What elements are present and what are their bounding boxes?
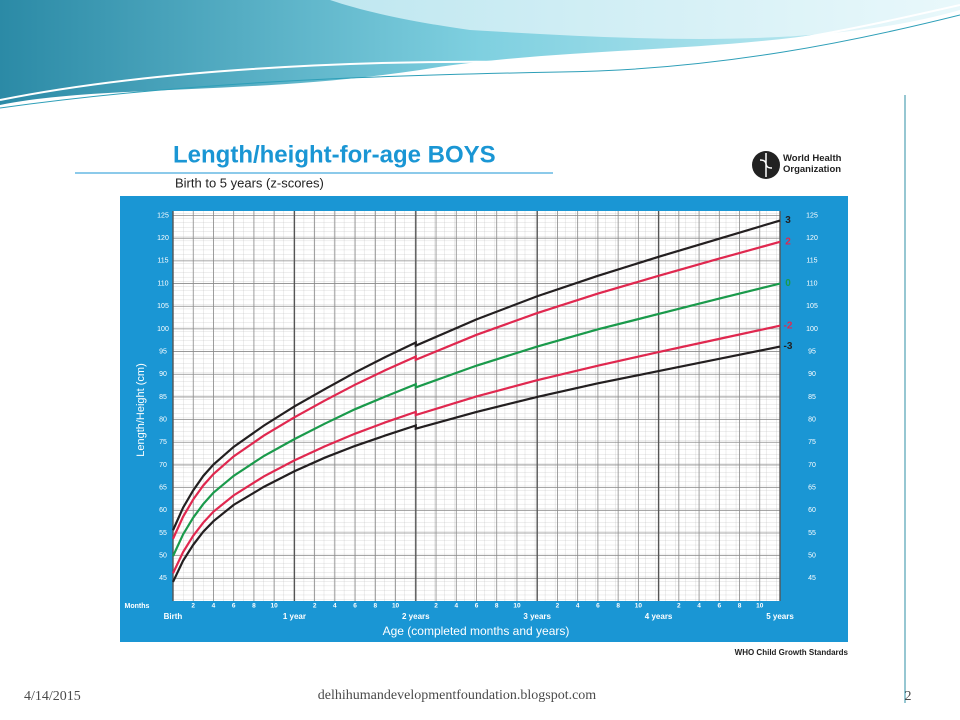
- y-axis-label: Length/Height (cm): [135, 363, 147, 457]
- footer-site: delhihumandevelopmentfoundation.blogspot…: [318, 688, 597, 703]
- y-tick-label: 60: [159, 507, 167, 514]
- y-tick-label: 65: [159, 484, 167, 491]
- y-tick-label-right: 70: [808, 462, 816, 469]
- source-note: WHO Child Growth Standards: [735, 648, 849, 657]
- x-unit-label: Months: [125, 603, 150, 610]
- x-month-label: 4: [697, 603, 701, 610]
- x-year-label: 1 year: [283, 612, 306, 621]
- y-tick-label: 50: [159, 552, 167, 559]
- x-month-label: 6: [596, 603, 600, 610]
- line-label: -2: [784, 320, 793, 331]
- y-tick-label-right: 105: [806, 303, 818, 310]
- y-tick-label: 110: [157, 280, 168, 287]
- y-tick-label-right: 85: [808, 394, 816, 401]
- y-tick-label: 55: [159, 530, 167, 537]
- x-month-label: 2: [191, 603, 195, 610]
- logo-text: World Health Organization: [783, 153, 842, 175]
- header-wave: [330, 0, 960, 39]
- x-month-label: 10: [271, 603, 279, 610]
- y-tick-label-right: 65: [808, 484, 816, 491]
- y-tick-label: 95: [159, 348, 167, 355]
- x-month-label: 8: [738, 603, 742, 610]
- y-tick-label-right: 80: [808, 416, 816, 423]
- y-tick-label-right: 55: [808, 530, 816, 537]
- y-tick-label: 120: [157, 235, 169, 242]
- x-month-label: 2: [677, 603, 681, 610]
- y-tick-label-right: 75: [808, 439, 816, 446]
- logo-staff: [759, 153, 773, 177]
- x-year-label: 3 years: [523, 612, 551, 621]
- y-tick-label: 45: [159, 575, 167, 582]
- y-tick-label: 105: [157, 303, 169, 310]
- y-tick-label-right: 95: [808, 348, 816, 355]
- x-month-label: 2: [556, 603, 560, 610]
- y-tick-label-right: 100: [806, 326, 818, 333]
- x-month-label: 6: [717, 603, 721, 610]
- y-tick-label: 100: [157, 326, 169, 333]
- y-tick-label: 85: [159, 394, 167, 401]
- y-tick-label-right: 50: [808, 552, 816, 559]
- x-month-label: 4: [576, 603, 580, 610]
- x-month-label: 10: [635, 603, 643, 610]
- z-score-line: [172, 324, 781, 574]
- logo-box: World Health Organization: [783, 153, 842, 175]
- x-month-label: 2: [434, 603, 438, 610]
- footer-page: 2: [905, 689, 912, 704]
- line-label: 0: [785, 278, 791, 289]
- x-year-label: 2 years: [402, 612, 430, 621]
- y-tick-label: 80: [159, 416, 167, 423]
- x-month-label: 6: [232, 603, 236, 610]
- x-year-label: 4 years: [645, 612, 673, 621]
- who-logo: World Health Organization: [752, 151, 842, 179]
- x-year-label: Birth: [164, 612, 183, 621]
- x-month-label: 8: [495, 603, 499, 610]
- y-tick-label: 70: [159, 462, 167, 469]
- z-score-line: [171, 240, 781, 540]
- x-month-label: 10: [513, 603, 521, 610]
- y-tick-label-right: 125: [806, 212, 818, 219]
- y-tick-label-right: 115: [806, 258, 817, 265]
- x-month-label: 4: [212, 603, 216, 610]
- y-tick-label-right: 120: [806, 235, 818, 242]
- x-month-label: 4: [333, 603, 337, 610]
- z-score-line: [171, 219, 781, 531]
- y-tick-label: 90: [159, 371, 167, 378]
- z-score-line: [172, 282, 781, 557]
- line-label: 2: [785, 236, 791, 247]
- y-tick-label: 125: [157, 212, 169, 219]
- footer-date: 4/14/2015: [24, 689, 81, 704]
- y-tick-label-right: 110: [806, 280, 817, 287]
- line-label: 3: [785, 215, 791, 226]
- y-tick-label: 75: [159, 439, 167, 446]
- x-month-label: 10: [756, 603, 764, 610]
- x-month-label: 4: [454, 603, 458, 610]
- chart-title: Length/height-for-age BOYS: [173, 141, 496, 168]
- x-month-label: 8: [374, 603, 378, 610]
- x-month-label: 10: [392, 603, 400, 610]
- y-tick-label-right: 60: [808, 507, 816, 514]
- x-axis-label: Age (completed months and years): [383, 624, 570, 638]
- header-line: [0, 4, 960, 101]
- x-month-label: 6: [475, 603, 479, 610]
- line-label: -3: [784, 341, 793, 352]
- y-tick-label: 115: [157, 258, 168, 265]
- y-tick-label-right: 45: [808, 575, 816, 582]
- x-month-label: 8: [616, 603, 620, 610]
- header-line: [0, 14, 960, 109]
- x-month-label: 6: [353, 603, 357, 610]
- z-score-line: [172, 345, 781, 583]
- chart-subtitle: Birth to 5 years (z-scores): [175, 175, 324, 190]
- x-month-label: 2: [313, 603, 317, 610]
- y-tick-label-right: 90: [808, 371, 816, 378]
- x-month-label: 8: [252, 603, 256, 610]
- x-year-label: 5 years: [766, 612, 794, 621]
